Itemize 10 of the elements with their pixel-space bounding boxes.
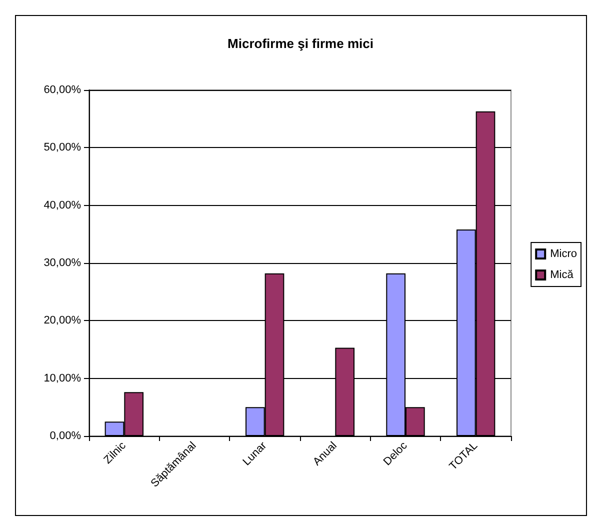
y-tick-label: 50,00%	[44, 142, 82, 154]
chart-title: Microfirme şi firme mici	[228, 36, 374, 51]
legend-label: Micro	[550, 248, 578, 260]
y-tick-label: 60,00%	[44, 84, 82, 96]
y-tick-label: 40,00%	[44, 199, 82, 212]
y-tick-label: 30,00%	[44, 257, 82, 269]
y-tick-label: 10,00%	[44, 372, 82, 384]
y-tick-label: 0,00%	[50, 430, 82, 442]
legend-label: Mică	[550, 269, 574, 281]
y-tick-label: 20,00%	[44, 314, 82, 327]
